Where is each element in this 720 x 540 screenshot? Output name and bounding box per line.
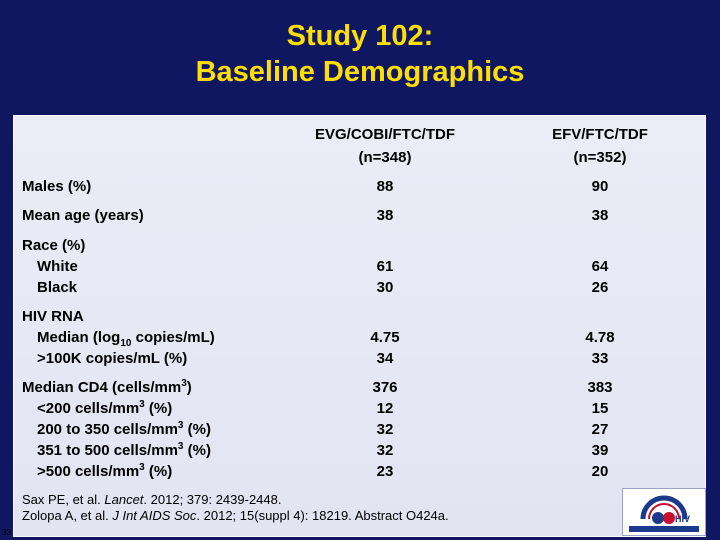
row-label-white: White bbox=[37, 258, 78, 275]
row-label-hiv-median: Median (log10 copies/mL) bbox=[37, 329, 215, 349]
col-header-evg-n: (n=348) bbox=[358, 149, 412, 166]
cell-hiv-100k-evg: 34 bbox=[376, 350, 394, 367]
cell-males-efv: 90 bbox=[591, 178, 609, 195]
cell-age-evg: 38 bbox=[376, 207, 394, 224]
footnote-ref-1: Sax PE, et al. Lancet. 2012; 379: 2439-2… bbox=[22, 492, 282, 507]
cell-cd4-351-500-efv: 39 bbox=[591, 442, 609, 459]
cell-cd4-gt500-evg: 23 bbox=[376, 463, 394, 480]
cell-white-evg: 61 bbox=[376, 258, 394, 275]
cell-hiv-median-efv: 4.78 bbox=[585, 329, 615, 346]
row-label-cd4-lt200: <200 cells/mm3 (%) bbox=[37, 399, 173, 418]
col-header-evg: EVG/COBI/FTC/TDF bbox=[315, 126, 455, 143]
row-label-males: Males (%) bbox=[22, 178, 92, 195]
cell-cd4-gt500-efv: 20 bbox=[591, 463, 609, 480]
cell-white-efv: 64 bbox=[591, 258, 609, 275]
col-header-efv-n: (n=352) bbox=[573, 149, 627, 166]
row-label-age: Mean age (years) bbox=[22, 207, 144, 224]
cell-hiv-median-evg: 4.75 bbox=[370, 329, 400, 346]
row-label-hiv-100k: >100K copies/mL (%) bbox=[37, 350, 188, 367]
row-label-black: Black bbox=[37, 279, 78, 296]
clinical-care-options-logo-icon: HIV bbox=[629, 495, 699, 532]
cell-cd4-lt200-evg: 12 bbox=[376, 400, 394, 417]
slide-title: Study 102: Baseline Demographics bbox=[0, 18, 720, 90]
cell-males-evg: 88 bbox=[376, 178, 394, 195]
page-number: 33 bbox=[2, 528, 11, 537]
row-label-cd4-gt500: >500 cells/mm3 (%) bbox=[37, 462, 173, 481]
cell-cd4-200-350-efv: 27 bbox=[591, 421, 609, 438]
cell-cd4-lt200-efv: 15 bbox=[591, 400, 609, 417]
svg-text:HIV: HIV bbox=[675, 514, 690, 524]
cell-cd4-evg: 376 bbox=[372, 379, 398, 396]
cell-black-evg: 30 bbox=[376, 279, 394, 296]
cell-cd4-351-500-evg: 32 bbox=[376, 442, 394, 459]
demographics-table bbox=[13, 115, 706, 537]
cell-cd4-efv: 383 bbox=[587, 379, 613, 396]
cell-cd4-200-350-evg: 32 bbox=[376, 421, 394, 438]
cell-age-efv: 38 bbox=[591, 207, 609, 224]
cell-hiv-100k-efv: 33 bbox=[591, 350, 609, 367]
cell-black-efv: 26 bbox=[591, 279, 609, 296]
title-line-1: Study 102: bbox=[286, 20, 434, 52]
footnote-ref-2: Zolopa A, et al. J Int AIDS Soc. 2012; 1… bbox=[22, 508, 449, 523]
row-label-cd4-200-350: 200 to 350 cells/mm3 (%) bbox=[37, 420, 211, 439]
row-label-hiv-rna: HIV RNA bbox=[22, 308, 84, 325]
col-header-efv: EFV/FTC/TDF bbox=[552, 126, 648, 143]
title-line-2: Baseline Demographics bbox=[195, 56, 525, 88]
row-label-cd4: Median CD4 (cells/mm3) bbox=[22, 378, 192, 397]
row-label-race: Race (%) bbox=[22, 237, 86, 254]
clinical-care-options-logo: HIV bbox=[622, 488, 706, 536]
row-label-cd4-351-500: 351 to 500 cells/mm3 (%) bbox=[37, 441, 211, 460]
